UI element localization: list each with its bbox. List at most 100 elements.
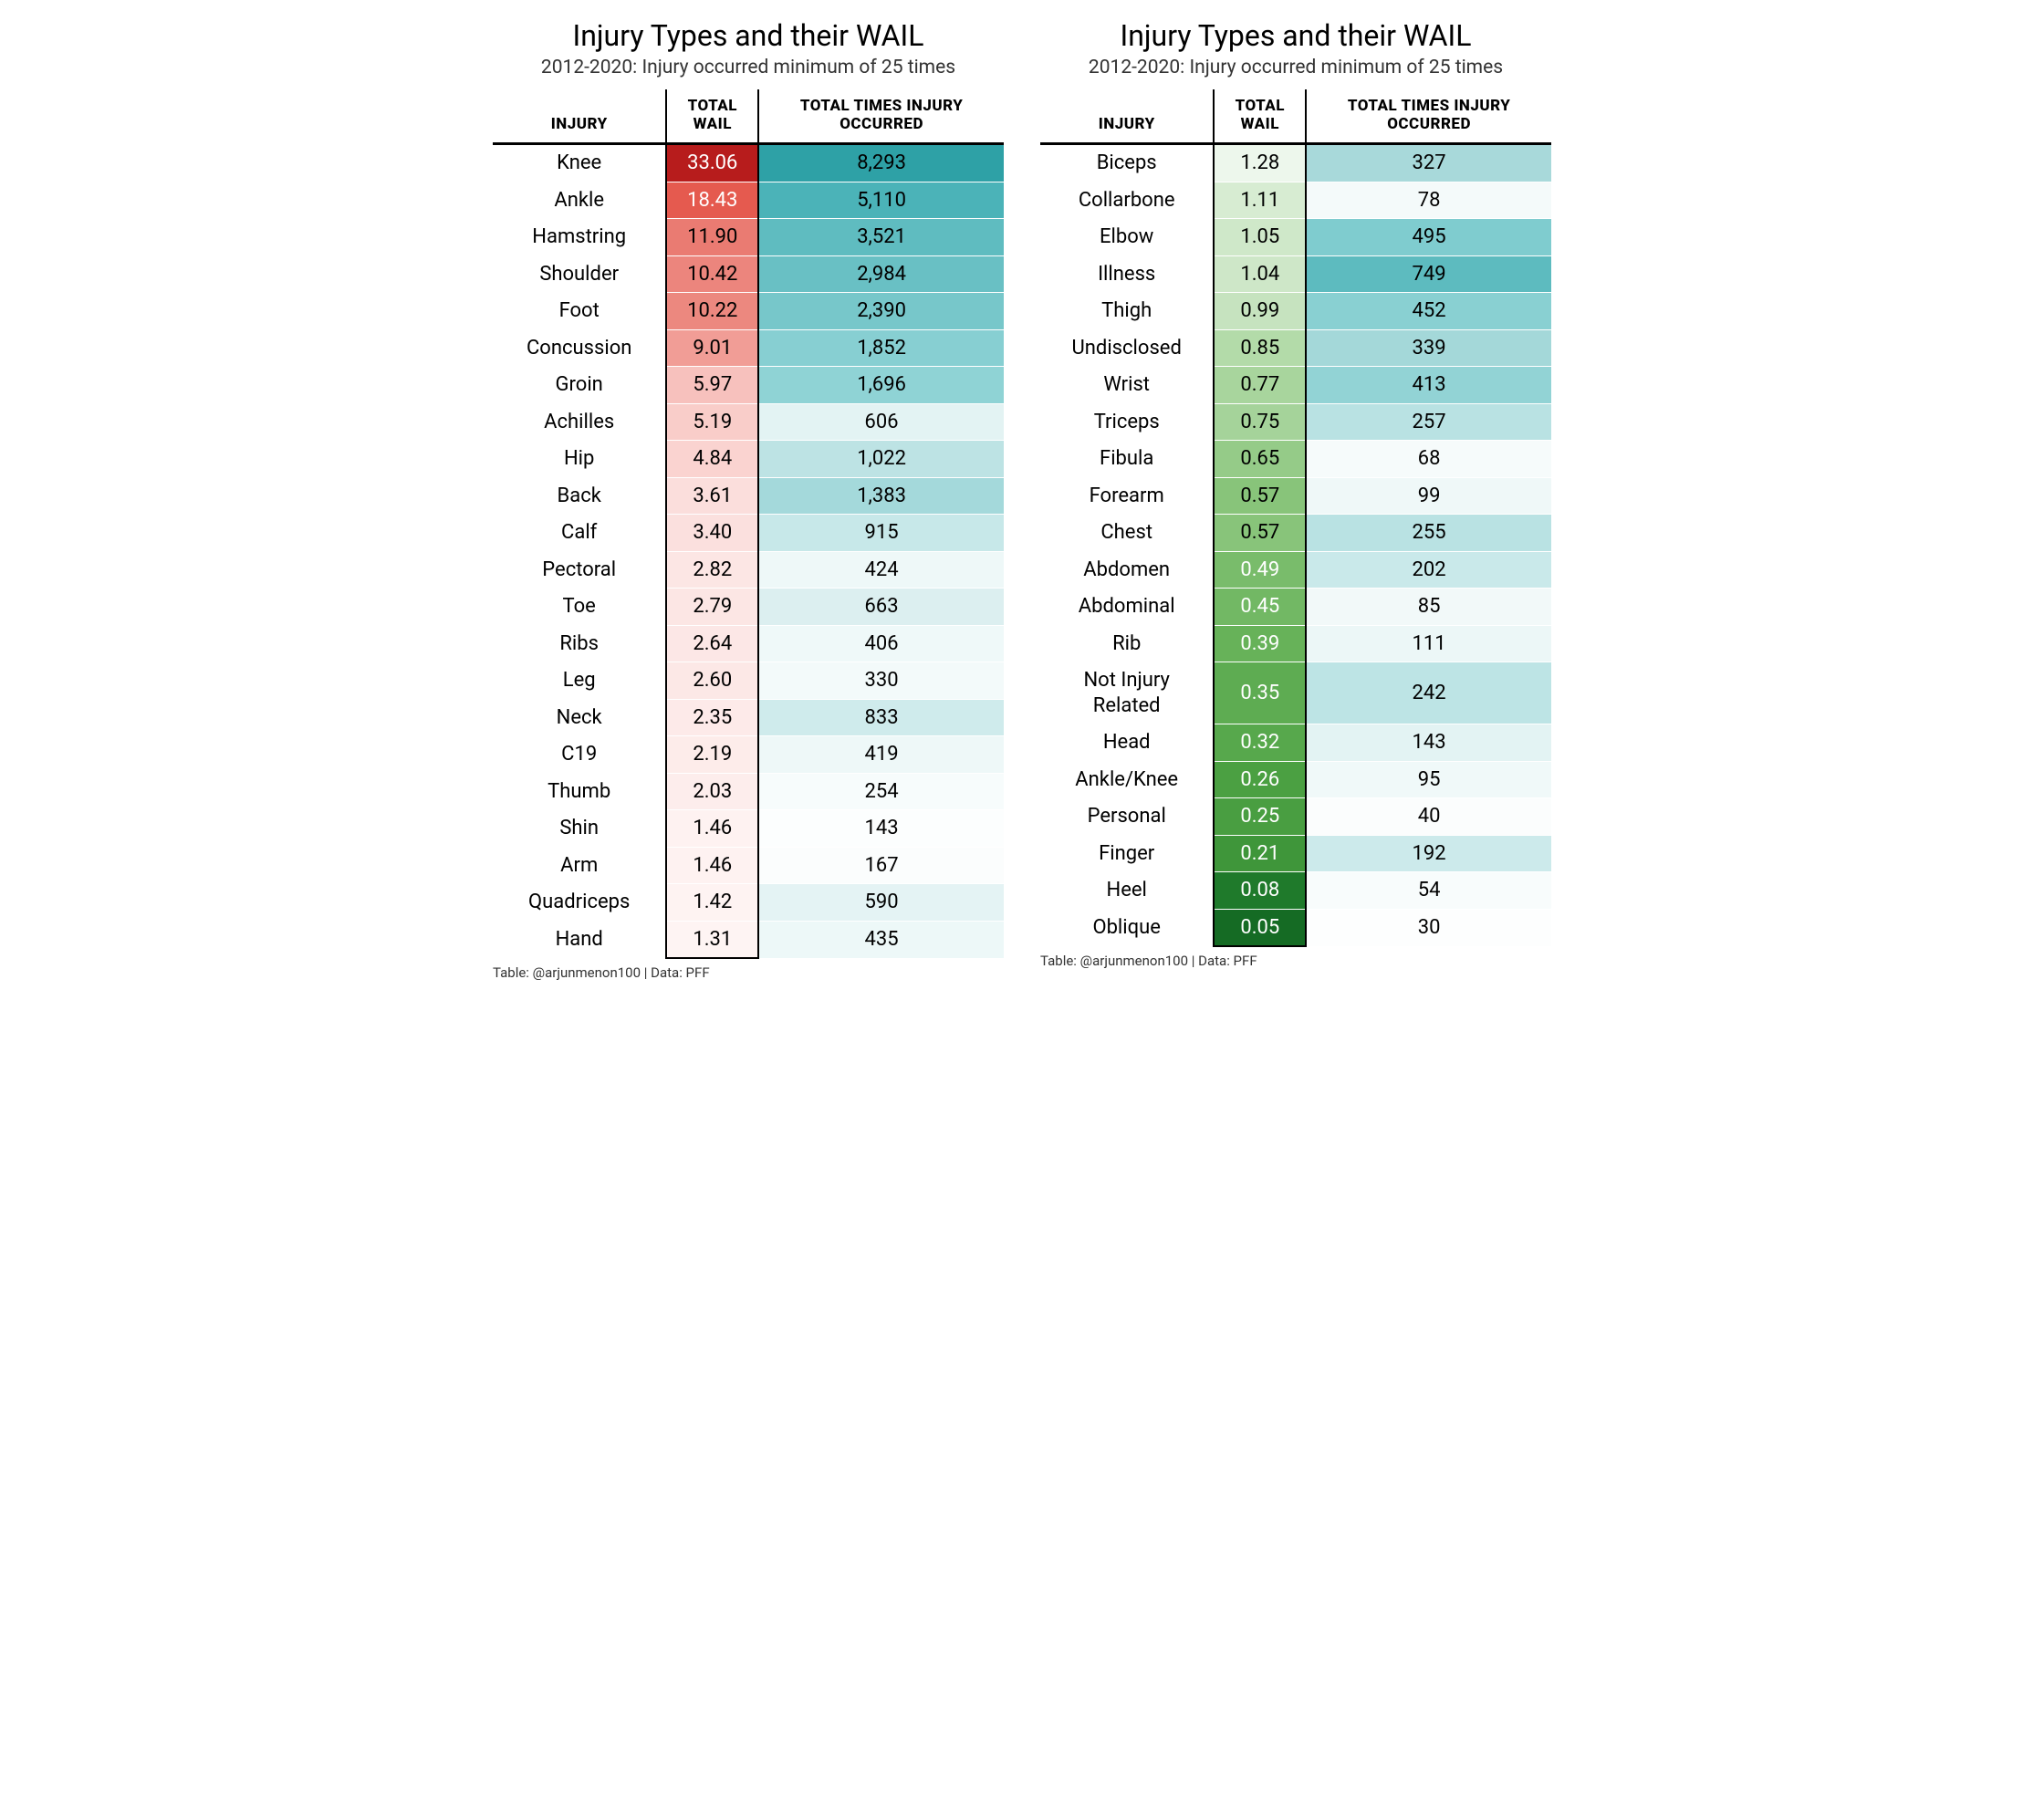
right-col-injury: INJURY [1040, 89, 1214, 144]
cell-occ: 1,696 [758, 367, 1004, 404]
cell-injury: Ribs [493, 625, 666, 662]
cell-wail: 2.79 [666, 589, 758, 626]
table-row: Personal0.2540 [1040, 798, 1551, 836]
table-row: Ankle18.435,110 [493, 182, 1004, 219]
right-header-row: INJURY TOTAL WAIL TOTAL TIMES INJURY OCC… [1040, 89, 1551, 144]
cell-wail: 11.90 [666, 219, 758, 256]
cell-occ: 111 [1306, 625, 1551, 662]
cell-injury: Achilles [493, 403, 666, 441]
cell-wail: 0.85 [1214, 329, 1306, 367]
table-row: Knee33.068,293 [493, 144, 1004, 182]
cell-wail: 1.42 [666, 884, 758, 922]
cell-injury: Personal [1040, 798, 1214, 836]
cell-occ: 2,390 [758, 293, 1004, 330]
cell-injury: Wrist [1040, 367, 1214, 404]
cell-occ: 167 [758, 847, 1004, 884]
table-row: Head0.32143 [1040, 724, 1551, 762]
cell-occ: 254 [758, 773, 1004, 810]
cell-injury: Leg [493, 662, 666, 700]
cell-wail: 0.25 [1214, 798, 1306, 836]
cell-injury: Shin [493, 810, 666, 848]
cell-injury: Ankle [493, 182, 666, 219]
cell-occ: 255 [1306, 515, 1551, 552]
cell-occ: 339 [1306, 329, 1551, 367]
cell-injury: Oblique [1040, 909, 1214, 946]
cell-wail: 0.35 [1214, 662, 1306, 724]
left-panel: Injury Types and their WAIL 2012-2020: I… [493, 18, 1004, 981]
table-row: Abdominal0.4585 [1040, 589, 1551, 626]
cell-wail: 2.03 [666, 773, 758, 810]
cell-occ: 419 [758, 736, 1004, 774]
cell-wail: 9.01 [666, 329, 758, 367]
cell-occ: 85 [1306, 589, 1551, 626]
table-row: Hand1.31435 [493, 921, 1004, 958]
table-row: Finger0.21192 [1040, 835, 1551, 872]
cell-injury: Biceps [1040, 144, 1214, 182]
cell-wail: 2.19 [666, 736, 758, 774]
cell-wail: 5.19 [666, 403, 758, 441]
cell-occ: 54 [1306, 872, 1551, 910]
cell-wail: 1.28 [1214, 144, 1306, 182]
table-row: Ankle/Knee0.2695 [1040, 761, 1551, 798]
cell-occ: 590 [758, 884, 1004, 922]
cell-wail: 0.77 [1214, 367, 1306, 404]
left-col-wail: TOTAL WAIL [666, 89, 758, 144]
table-row: Hip4.841,022 [493, 441, 1004, 478]
cell-wail: 0.99 [1214, 293, 1306, 330]
cell-occ: 95 [1306, 761, 1551, 798]
cell-occ: 330 [758, 662, 1004, 700]
cell-wail: 0.57 [1214, 477, 1306, 515]
cell-injury: Fibula [1040, 441, 1214, 478]
cell-wail: 0.21 [1214, 835, 1306, 872]
cell-wail: 0.26 [1214, 761, 1306, 798]
cell-wail: 18.43 [666, 182, 758, 219]
cell-occ: 3,521 [758, 219, 1004, 256]
table-row: Neck2.35833 [493, 699, 1004, 736]
cell-occ: 1,852 [758, 329, 1004, 367]
cell-wail: 2.82 [666, 551, 758, 589]
cell-occ: 5,110 [758, 182, 1004, 219]
cell-wail: 1.46 [666, 810, 758, 848]
cell-injury: Rib [1040, 625, 1214, 662]
cell-injury: Shoulder [493, 255, 666, 293]
cell-occ: 495 [1306, 219, 1551, 256]
cell-wail: 0.57 [1214, 515, 1306, 552]
right-subtitle: 2012-2020: Injury occurred minimum of 25… [1040, 57, 1551, 78]
cell-injury: Thumb [493, 773, 666, 810]
cell-wail: 2.35 [666, 699, 758, 736]
table-row: Biceps1.28327 [1040, 144, 1551, 182]
cell-wail: 2.64 [666, 625, 758, 662]
cell-wail: 3.40 [666, 515, 758, 552]
table-row: Toe2.79663 [493, 589, 1004, 626]
table-row: Not Injury Related0.35242 [1040, 662, 1551, 724]
cell-injury: Not Injury Related [1040, 662, 1214, 724]
cell-wail: 1.31 [666, 921, 758, 958]
cell-injury: Elbow [1040, 219, 1214, 256]
cell-wail: 5.97 [666, 367, 758, 404]
cell-wail: 0.32 [1214, 724, 1306, 762]
table-row: Achilles5.19606 [493, 403, 1004, 441]
table-row: Rib0.39111 [1040, 625, 1551, 662]
right-col-occ: TOTAL TIMES INJURY OCCURRED [1306, 89, 1551, 144]
cell-wail: 2.60 [666, 662, 758, 700]
cell-occ: 99 [1306, 477, 1551, 515]
cell-occ: 192 [1306, 835, 1551, 872]
cell-occ: 30 [1306, 909, 1551, 946]
cell-wail: 0.45 [1214, 589, 1306, 626]
cell-injury: Arm [493, 847, 666, 884]
cell-occ: 2,984 [758, 255, 1004, 293]
left-header-row: INJURY TOTAL WAIL TOTAL TIMES INJURY OCC… [493, 89, 1004, 144]
cell-occ: 833 [758, 699, 1004, 736]
cell-occ: 406 [758, 625, 1004, 662]
cell-injury: Illness [1040, 255, 1214, 293]
table-row: Leg2.60330 [493, 662, 1004, 700]
cell-occ: 424 [758, 551, 1004, 589]
cell-injury: Triceps [1040, 403, 1214, 441]
cell-injury: Ankle/Knee [1040, 761, 1214, 798]
left-title: Injury Types and their WAIL [493, 18, 1004, 53]
cell-injury: Head [1040, 724, 1214, 762]
cell-injury: C19 [493, 736, 666, 774]
cell-injury: Knee [493, 144, 666, 182]
table-row: Calf3.40915 [493, 515, 1004, 552]
cell-injury: Chest [1040, 515, 1214, 552]
